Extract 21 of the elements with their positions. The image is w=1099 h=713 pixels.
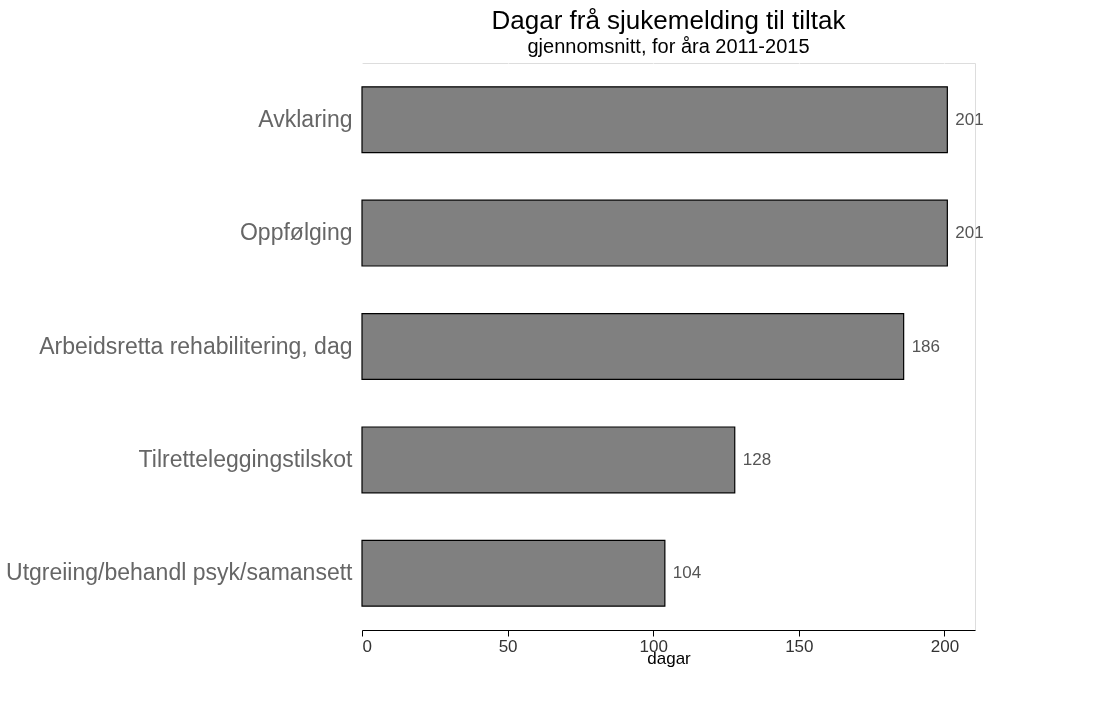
bar (361, 313, 905, 380)
data-label: 201 (955, 109, 984, 129)
data-label: 128 (742, 449, 772, 469)
y-tick-label: Tilretteleggingstilskot (138, 445, 354, 472)
bar (361, 86, 948, 154)
chart-subtitle: gjennomsnitt, for åra 2011-2015 (527, 35, 810, 57)
bar (361, 199, 948, 267)
x-tick-label: 150 (785, 636, 814, 656)
data-label: 186 (911, 336, 941, 356)
x-tick-label: 200 (930, 636, 960, 656)
chart-title: Dagar frå sjukemelding til tiltak (491, 5, 847, 35)
y-tick-label: Avklaring (258, 105, 353, 132)
bar (361, 426, 736, 494)
data-label: 104 (672, 563, 702, 583)
x-tick-label: 0 (362, 636, 372, 656)
data-label: 201 (955, 223, 984, 243)
y-tick-label: Arbeidsretta rehabilitering, dag (39, 332, 353, 359)
y-tick-label: Oppfølging (239, 219, 353, 246)
x-tick-label: 50 (498, 636, 518, 656)
y-tick-label: Utgreiing/behandl psyk/samansett (6, 559, 354, 586)
bar (361, 539, 666, 607)
